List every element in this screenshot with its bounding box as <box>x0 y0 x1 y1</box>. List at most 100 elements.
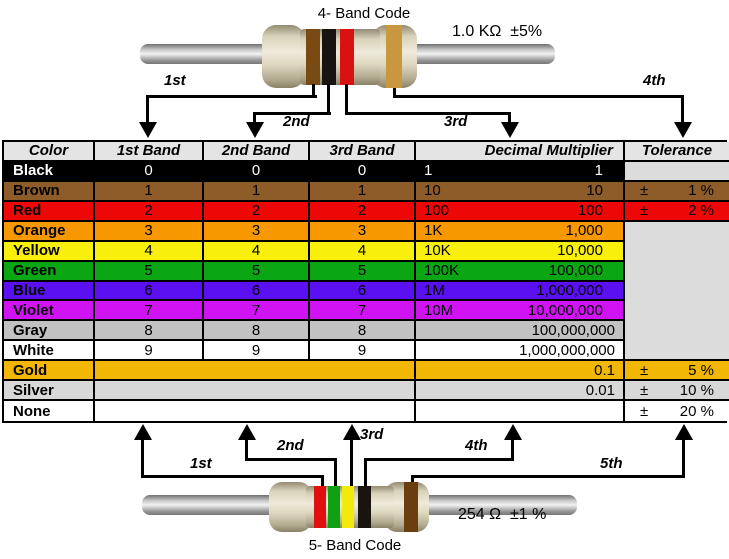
band2-value-red: 2 <box>204 201 310 222</box>
band1-value-orange: 3 <box>95 221 204 242</box>
gold-band-icon <box>386 25 402 88</box>
multiplier-value: 10,000,000 <box>527 301 603 319</box>
pointer-label-4th: 4th <box>465 437 488 454</box>
color-code-table: Color 1st Band 2nd Band 3rd Band Decimal… <box>2 140 729 423</box>
pointer-label-1st: 1st <box>190 455 212 472</box>
color-name-gold: Gold <box>4 361 95 382</box>
multiplier-value: 0.01 <box>585 381 615 399</box>
pointer-label-5th: 5th <box>600 455 623 472</box>
band3-value-green: 5 <box>310 261 416 282</box>
multiplier-value: 0.1 <box>594 361 615 379</box>
band1-value-white: 9 <box>95 341 204 362</box>
plus-minus-sign: ± <box>640 402 649 420</box>
arrowhead-icon <box>246 122 264 138</box>
pointer-line <box>364 458 367 488</box>
multiplier-value: 10 <box>586 182 603 200</box>
band3-value-gray: 8 <box>310 321 416 342</box>
color-name-red: Red <box>4 201 95 222</box>
tolerance-value: 1 % <box>688 182 714 200</box>
band3-value-brown: 1 <box>310 181 416 202</box>
pointer-label-1st: 1st <box>164 72 186 89</box>
multiplier-value: 1 <box>594 162 603 180</box>
pointer-line <box>334 458 337 488</box>
pointer-line <box>681 95 684 123</box>
color-name-green: Green <box>4 261 95 282</box>
arrowhead-icon <box>134 424 152 440</box>
pointer-line <box>411 475 685 478</box>
pointer-line <box>146 95 317 98</box>
band2-value-orange: 3 <box>204 221 310 242</box>
header-2nd-band: 2nd Band <box>204 142 310 162</box>
pointer-line <box>253 112 256 124</box>
pointer-label-4th: 4th <box>643 72 666 89</box>
band1-value-black: 0 <box>95 161 204 182</box>
pointer-line <box>411 475 414 487</box>
band2-value-gray: 8 <box>204 321 310 342</box>
multiplier-prefix: 1M <box>424 281 445 299</box>
color-name-blue: Blue <box>4 281 95 302</box>
pointer-line <box>364 458 514 461</box>
pointer-label-2nd: 2nd <box>283 113 310 130</box>
arrowhead-icon <box>238 424 256 440</box>
pointer-line <box>245 438 248 461</box>
bands-empty-silver <box>95 381 416 402</box>
band2-value-green: 5 <box>204 261 310 282</box>
band2-value-brown: 1 <box>204 181 310 202</box>
multiplier-value: 100 <box>577 202 603 220</box>
header-1st-band: 1st Band <box>95 142 204 162</box>
multiplier-prefix: 10 <box>424 182 441 200</box>
plus-minus-sign: ± <box>640 202 649 220</box>
pointer-label-3rd: 3rd <box>444 113 468 130</box>
arrowhead-icon <box>504 424 522 440</box>
multiplier-gold: 0.1 <box>416 361 625 382</box>
pointer-line <box>511 438 514 461</box>
bands-empty-none <box>95 401 416 421</box>
pointer-line <box>393 88 396 98</box>
brown-band-icon <box>306 29 320 85</box>
pointer-line <box>141 475 324 478</box>
color-name-white: White <box>4 341 95 362</box>
multiplier-white: 1,000,000,000 <box>416 341 625 362</box>
color-name-black: Black <box>4 161 95 182</box>
pointer-line <box>312 84 315 98</box>
tolerance-silver: ±10 % <box>625 381 729 402</box>
multiplier-blue: 1M 1,000,000 <box>416 281 625 302</box>
header-tolerance: Tolerance <box>625 142 729 162</box>
multiplier-prefix: 100K <box>424 262 460 280</box>
multiplier-value: 1,000,000 <box>536 281 603 299</box>
pointer-line <box>393 95 684 98</box>
bottom-resistor-left-cap <box>269 482 312 532</box>
multiplier-none <box>416 401 625 421</box>
pointer-line <box>245 458 337 461</box>
pointer-line <box>345 84 348 115</box>
header-decimal-multiplier: Decimal Multiplier <box>416 142 625 162</box>
band2-value-blue: 6 <box>204 281 310 302</box>
tolerance-value: 20 % <box>679 402 714 420</box>
pointer-line <box>327 84 330 115</box>
band3-value-violet: 7 <box>310 301 416 322</box>
bottom-resistor-value-label: 254 Ω ±1 % <box>458 506 547 523</box>
band3-value-black: 0 <box>310 161 416 182</box>
color-name-silver: Silver <box>4 381 95 402</box>
band1-value-gray: 8 <box>95 321 204 342</box>
band1-value-yellow: 4 <box>95 241 204 262</box>
tolerance-brown: ±1 % <box>625 181 729 202</box>
pointer-line <box>253 112 331 115</box>
color-name-violet: Violet <box>4 301 95 322</box>
arrowhead-icon <box>343 424 361 440</box>
pointer-line <box>682 438 685 478</box>
multiplier-violet: 10M 10,000,000 <box>416 301 625 322</box>
pointer-line <box>508 112 511 124</box>
band1-value-violet: 7 <box>95 301 204 322</box>
header-color: Color <box>4 142 95 162</box>
top-resistor-left-cap <box>262 25 305 88</box>
color-name-brown: Brown <box>4 181 95 202</box>
color-name-orange: Orange <box>4 221 95 242</box>
arrowhead-icon <box>674 122 692 138</box>
band3-value-orange: 3 <box>310 221 416 242</box>
multiplier-prefix: 10M <box>424 301 454 319</box>
tolerance-value: 10 % <box>679 381 714 399</box>
tolerance-none: ±20 % <box>625 401 729 421</box>
header-3rd-band: 3rd Band <box>310 142 416 162</box>
